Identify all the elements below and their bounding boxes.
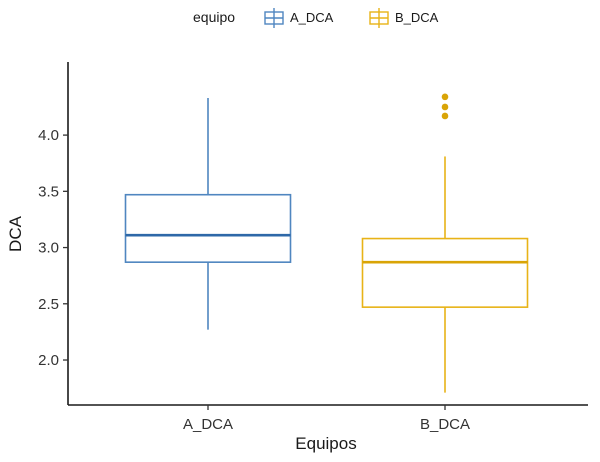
legend-label-a: A_DCA — [290, 10, 334, 25]
y-tick-label: 2.0 — [38, 352, 59, 369]
box-b_dca — [361, 93, 529, 393]
outlier-point — [441, 103, 449, 111]
legend-title: equipo — [193, 9, 235, 25]
y-axis-title: DCA — [6, 215, 25, 252]
y-tick-label: 4.0 — [38, 127, 59, 144]
y-tick-label: 3.5 — [38, 183, 59, 200]
x-axis-title: Equipos — [295, 434, 356, 453]
outlier-point — [441, 112, 449, 120]
x-tick-label: A_DCA — [183, 416, 233, 433]
boxes — [124, 93, 529, 393]
legend-label-b: B_DCA — [395, 10, 439, 25]
x-tick-label: B_DCA — [420, 416, 470, 433]
y-tick-label: 3.0 — [38, 240, 59, 257]
iqr-box — [124, 193, 292, 263]
iqr-box — [361, 237, 529, 308]
legend-key-b — [369, 8, 389, 28]
legend: equipo A_DCA B_DCA — [193, 8, 439, 28]
legend-key-a — [264, 8, 284, 28]
box-a_dca — [124, 97, 292, 330]
y-tick-label: 2.5 — [38, 296, 59, 313]
outlier-point — [441, 93, 449, 101]
x-ticks: A_DCA B_DCA — [183, 405, 470, 433]
y-ticks: 2.0 2.5 3.0 3.5 4.0 — [38, 127, 68, 369]
